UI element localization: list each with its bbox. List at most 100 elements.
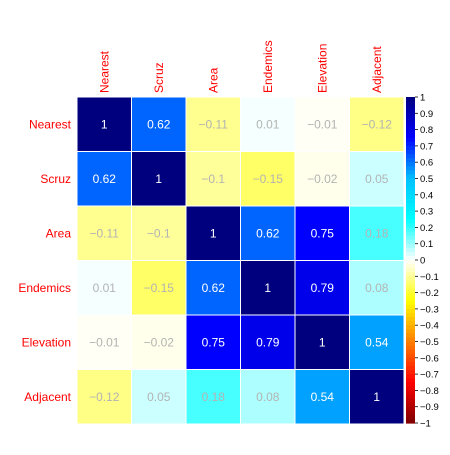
row-label-endemics: Endemics: [18, 281, 71, 295]
column-label-endemics: Endemics: [261, 40, 275, 93]
colorbar-segment: [406, 288, 415, 294]
heatmap-cell: [131, 96, 187, 152]
cell-value-label: 0.05: [147, 390, 171, 404]
colorbar-segment: [406, 260, 415, 265]
colorbar-segment: [406, 300, 415, 306]
cell-value-label: −0.15: [144, 281, 175, 295]
colorbar-segment: [406, 402, 415, 408]
heatmap-cell: [240, 205, 296, 261]
heatmap-cell: [349, 96, 405, 152]
cell-value-label: −0.02: [307, 172, 338, 186]
colorbar-segment: [406, 386, 415, 391]
heatmap-cell: [131, 151, 187, 207]
column-labels: Nearest Scruz Area Endemics Elevation Adjacen…: [97, 40, 384, 93]
colorbar-segment: [406, 398, 415, 404]
colorbar-segment: [406, 276, 415, 281]
cell-value-label: 0.62: [256, 226, 280, 240]
cell-value-label: 1: [210, 226, 217, 240]
cell-value-label: 0.54: [311, 390, 335, 404]
colorbar-tick-label: 0.7: [420, 141, 433, 152]
colorbar-segment: [406, 215, 415, 220]
colorbar-segment: [406, 333, 415, 339]
colorbar-segment: [406, 337, 415, 343]
colorbar-segment: [406, 178, 415, 184]
heatmap-cell: [349, 205, 405, 261]
colorbar-segment: [406, 304, 415, 310]
colorbar-tick-label: 0.5: [420, 174, 433, 185]
cell-value-label: 0.62: [202, 281, 226, 295]
colorbar-segment: [406, 174, 415, 180]
heatmap-cell: [185, 260, 241, 316]
colorbar-segment: [406, 357, 415, 363]
colorbar-segment: [406, 235, 415, 241]
heatmap-cell: [240, 369, 296, 425]
colorbar-segment: [406, 390, 415, 396]
colorbar: 1 0.9 0.8 0.7 0.6 0.5 0.4 0.3 0.2 0.1 0 −0.1 −0.2 −0.…: [406, 93, 439, 430]
colorbar-segment: [406, 325, 415, 330]
colorbar-tick-label: −0.9: [420, 402, 439, 413]
heatmap-cell: [240, 260, 296, 316]
colorbar-segment: [406, 101, 415, 106]
cell-value-label: 1: [264, 281, 271, 295]
colorbar-segment: [406, 227, 415, 233]
colorbar-tick-label: 0: [420, 256, 425, 267]
heatmap-cell: [185, 314, 241, 370]
column-label-scruz: Scruz: [152, 62, 166, 93]
heatmap-cell: [349, 151, 405, 207]
colorbar-segment: [406, 190, 415, 196]
colorbar-segment: [406, 113, 415, 118]
colorbar-tick-label: −0.7: [420, 370, 439, 381]
colorbar-segment: [406, 133, 415, 139]
colorbar-segment: [406, 223, 415, 228]
colorbar-segment: [406, 308, 415, 314]
heatmap-cells: 1 0.62 −0.11 0.01 −0.01 −0.120.62 1 −0.1 −0.15 −0…: [76, 96, 405, 425]
cell-value-label: 0.54: [365, 335, 389, 349]
row-label-scruz: Scruz: [40, 172, 71, 186]
column-label-elevation: Elevation: [315, 44, 329, 93]
cell-value-label: 0.08: [365, 281, 389, 295]
cell-value-label: 0.62: [147, 117, 171, 131]
colorbar-segment: [406, 137, 415, 143]
heatmap-cell: [294, 314, 350, 370]
colorbar-segment: [406, 109, 415, 114]
cell-value-label: 0.75: [311, 226, 335, 240]
colorbar-segment: [406, 117, 415, 123]
heatmap-cell: [131, 260, 187, 316]
colorbar-segment: [406, 162, 415, 167]
colorbar-segment: [406, 345, 415, 351]
cell-value-label: 0.79: [311, 281, 335, 295]
colorbar-segment: [406, 394, 415, 400]
colorbar-segment: [406, 321, 415, 326]
heatmap-cell: [76, 369, 132, 425]
cell-value-label: −0.1: [201, 172, 225, 186]
cell-value-label: −0.12: [362, 117, 393, 131]
colorbar-segment: [406, 243, 415, 249]
colorbar-segment: [406, 207, 415, 212]
colorbar-segment: [406, 251, 415, 257]
colorbar-segment: [406, 418, 415, 424]
cell-value-label: −0.1: [147, 226, 171, 240]
colorbar-tick-label: 0.8: [420, 125, 433, 136]
colorbar-segment: [406, 166, 415, 171]
colorbar-segment: [406, 382, 415, 387]
colorbar-tick-label: −0.4: [420, 321, 439, 332]
cell-value-label: −0.02: [144, 335, 175, 349]
heatmap-cell: [76, 96, 132, 152]
cell-value-label: 0.18: [365, 226, 389, 240]
colorbar-tick-label: 1: [420, 93, 425, 104]
heatmap-cell: [131, 205, 187, 261]
cell-value-label: 0.18: [202, 390, 226, 404]
colorbar-segment: [406, 292, 415, 298]
colorbar-segment: [406, 158, 415, 163]
heatmap-cell: [185, 96, 241, 152]
colorbar-tick-label: 0.3: [420, 207, 433, 218]
colorbar-tick-label: 0.9: [420, 109, 433, 120]
colorbar-segment: [406, 141, 415, 147]
colorbar-segment: [406, 268, 415, 273]
colorbar-tick-label: −0.8: [420, 386, 439, 397]
row-label-adjacent: Adjacent: [24, 390, 71, 404]
colorbar-segment: [406, 284, 415, 290]
heatmap-cell: [294, 205, 350, 261]
colorbar-tick-label: −1: [420, 419, 431, 430]
